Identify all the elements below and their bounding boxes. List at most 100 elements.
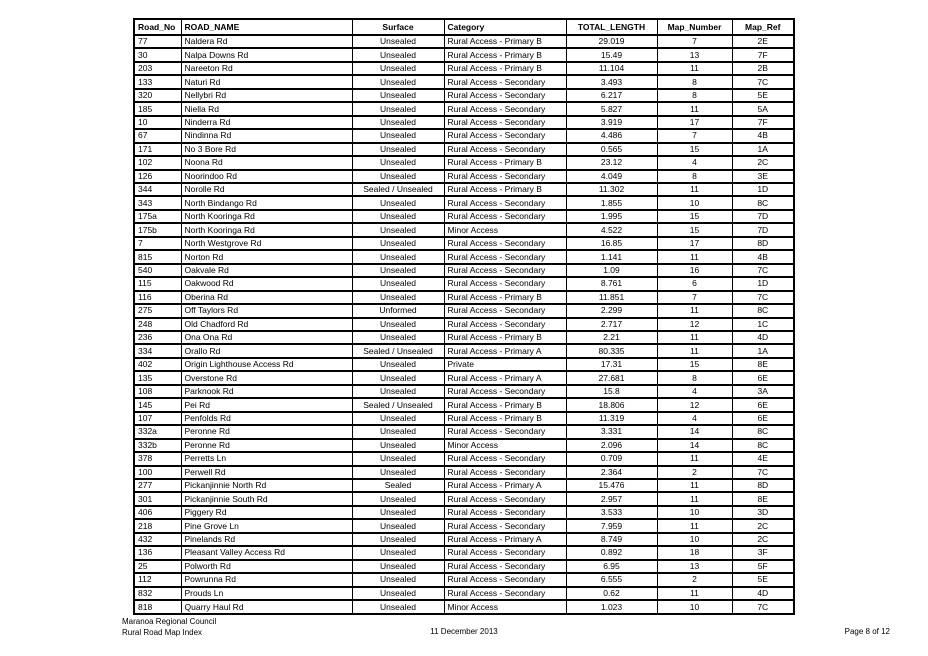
cell-road-no: 320 — [133, 88, 182, 104]
table-row: 332a Peronne Rd Unsealed Rural Access - Sec… — [133, 425, 795, 440]
cell-total-length: 17.31 — [565, 357, 658, 373]
cell-road-no: 107 — [133, 411, 182, 427]
cell-map-ref: 8E — [731, 357, 795, 373]
cell-map-ref: 7F — [731, 115, 795, 131]
cell-surface: Unformed — [351, 304, 445, 319]
cell-surface: Unsealed — [351, 519, 445, 534]
cell-road-name: Old Chadford Rd — [180, 317, 353, 333]
cell-road-no: 432 — [133, 532, 182, 548]
cell-total-length: 1.141 — [565, 250, 658, 265]
cell-road-no: 25 — [133, 559, 182, 575]
cell-map-ref: 6E — [731, 398, 795, 413]
header-category: Category — [443, 19, 567, 36]
cell-surface: Unsealed — [351, 438, 445, 454]
cell-road-name: Nalpa Downs Rd — [180, 48, 353, 63]
cell-category: Minor Access — [443, 438, 567, 454]
cell-road-name: North Kooringa Rd — [180, 223, 353, 238]
cell-total-length: 7.959 — [565, 519, 658, 534]
cell-road-no: 175a — [133, 209, 182, 225]
cell-road-name: Peronne Rd — [180, 425, 353, 440]
cell-category: Rural Access - Secondary — [443, 384, 567, 400]
cell-road-name: Pickanjinnie South Rd — [180, 492, 353, 507]
cell-road-no: 301 — [133, 492, 182, 507]
cell-category: Rural Access - Secondary — [443, 304, 567, 319]
cell-road-no: 100 — [133, 465, 182, 480]
table-row: 175a North Kooringa Rd Unsealed Rural Acces… — [133, 209, 795, 225]
cell-road-no: 343 — [133, 196, 182, 211]
cell-road-name: Overstone Rd — [180, 371, 353, 386]
cell-map-number: 13 — [656, 48, 733, 63]
cell-road-name: North Westgrove Rd — [180, 236, 353, 252]
cell-map-ref: 4B — [731, 250, 795, 265]
cell-road-no: 815 — [133, 250, 182, 265]
table-row: 815 Norton Rd Unsealed Rural Access - Secon… — [133, 250, 795, 265]
cell-map-ref: 8C — [731, 196, 795, 211]
cell-road-no: 67 — [133, 129, 182, 144]
cell-map-ref: 2C — [731, 519, 795, 534]
cell-category: Rural Access - Primary B — [443, 398, 567, 413]
cell-surface: Unsealed — [351, 532, 445, 548]
cell-road-no: 7 — [133, 236, 182, 252]
cell-surface: Unsealed — [351, 559, 445, 575]
cell-map-number: 8 — [656, 371, 733, 386]
cell-category: Minor Access — [443, 600, 567, 615]
cell-surface: Unsealed — [351, 317, 445, 333]
cell-map-number: 12 — [656, 317, 733, 333]
cell-map-number: 15 — [656, 142, 733, 158]
cell-road-no: 115 — [133, 277, 182, 292]
cell-road-no: 334 — [133, 344, 182, 359]
cell-total-length: 0.565 — [565, 142, 658, 158]
cell-map-number: 11 — [656, 182, 733, 198]
cell-total-length: 5.827 — [565, 102, 658, 117]
table-row: 7 North Westgrove Rd Unsealed Rural Access … — [133, 236, 795, 252]
cell-map-ref: 2C — [731, 532, 795, 548]
cell-map-number: 6 — [656, 277, 733, 292]
cell-surface: Unsealed — [351, 411, 445, 427]
cell-category: Rural Access - Secondary — [443, 573, 567, 588]
cell-surface: Unsealed — [351, 129, 445, 144]
cell-category: Rural Access - Secondary — [443, 492, 567, 507]
cell-total-length: 8.749 — [565, 532, 658, 548]
cell-category: Rural Access - Primary A — [443, 371, 567, 386]
cell-road-no: 145 — [133, 398, 182, 413]
cell-category: Rural Access - Secondary — [443, 250, 567, 265]
cell-map-number: 14 — [656, 438, 733, 454]
cell-map-ref: 5E — [731, 573, 795, 588]
cell-map-ref: 7C — [731, 465, 795, 480]
footer-org-name: Maranoa Regional Council — [122, 617, 217, 626]
cell-map-number: 4 — [656, 156, 733, 171]
cell-surface: Unsealed — [351, 371, 445, 386]
cell-road-name: Naturi Rd — [180, 75, 353, 90]
table-row: 100 Perwell Rd Unsealed Rural Access - Seco… — [133, 465, 795, 480]
cell-road-name: Powrunna Rd — [180, 573, 353, 588]
cell-road-name: Pine Grove Ln — [180, 519, 353, 534]
cell-total-length: 11.302 — [565, 182, 658, 198]
cell-map-ref: 5F — [731, 559, 795, 575]
cell-road-no: 136 — [133, 546, 182, 561]
cell-map-ref: 2B — [731, 61, 795, 77]
cell-map-ref: 6E — [731, 411, 795, 427]
table-row: 126 Noorindoo Rd Unsealed Rural Access - Se… — [133, 169, 795, 185]
cell-total-length: 3.493 — [565, 75, 658, 90]
cell-road-no: 203 — [133, 61, 182, 77]
cell-map-ref: 8D — [731, 478, 795, 494]
cell-category: Rural Access - Secondary — [443, 142, 567, 158]
cell-category: Rural Access - Secondary — [443, 88, 567, 104]
road-index-table: Road_No ROAD_NAME Surface Category TOTAL… — [133, 18, 795, 615]
table-body: 77 Naldera Rd Unsealed Rural Access - Prima… — [133, 35, 795, 615]
table-row: 406 Piggery Rd Unsealed Rural Access - Seco… — [133, 505, 795, 521]
cell-category: Rural Access - Primary B — [443, 182, 567, 198]
cell-surface: Unsealed — [351, 75, 445, 90]
cell-road-name: Penfolds Rd — [180, 411, 353, 427]
cell-category: Rural Access - Secondary — [443, 263, 567, 279]
cell-total-length: 3.533 — [565, 505, 658, 521]
table-row: 402 Origin Lighthouse Access Rd Unsealed Pr… — [133, 357, 795, 373]
cell-road-name: Oberina Rd — [180, 290, 353, 306]
cell-surface: Unsealed — [351, 505, 445, 521]
cell-map-ref: 4E — [731, 452, 795, 467]
cell-road-no: 218 — [133, 519, 182, 534]
cell-category: Rural Access - Secondary — [443, 209, 567, 225]
cell-road-no: 402 — [133, 357, 182, 373]
cell-road-no: 126 — [133, 169, 182, 185]
